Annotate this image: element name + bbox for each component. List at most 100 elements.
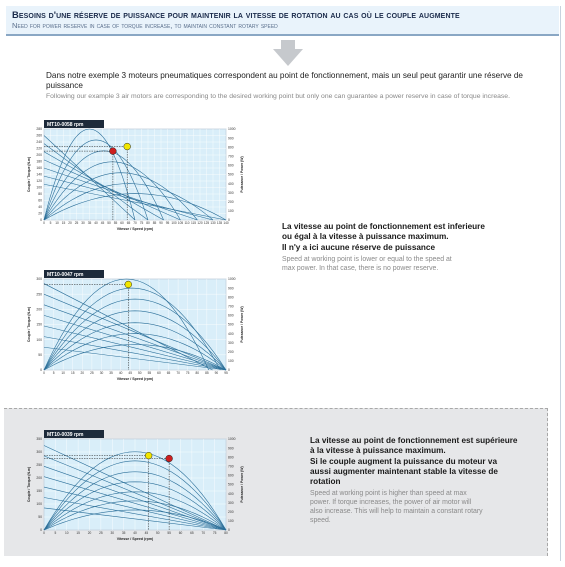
y-axis-label: Couple / Torque (N.m)	[27, 157, 31, 192]
down-arrow-icon	[273, 40, 303, 66]
power-curve	[43, 310, 227, 371]
right-divider	[560, 6, 561, 561]
torque-line	[43, 151, 164, 221]
x-tick-label: 55	[148, 371, 152, 375]
y-tick-label: 160	[36, 166, 42, 170]
y2-tick-label: 0	[228, 528, 230, 532]
x-tick-label: 5	[54, 531, 56, 535]
torque-line	[43, 159, 181, 221]
torque-line	[43, 445, 227, 531]
note1-en-line1: Speed at working point is lower or equal…	[282, 255, 452, 263]
y-tick-label: 150	[36, 323, 42, 327]
torque-line	[43, 143, 149, 221]
x-tick-label: 120	[197, 221, 203, 225]
x-tick-label: 70	[201, 531, 205, 535]
y-tick-label: 50	[38, 353, 42, 357]
y-tick-label: 100	[36, 186, 42, 190]
x-tick-label: 30	[110, 531, 114, 535]
x-tick-label: 95	[166, 221, 170, 225]
y2-tick-label: 400	[228, 182, 234, 186]
x-tick-label: 80	[195, 371, 199, 375]
x-tick-label: 35	[88, 221, 92, 225]
x-tick-label: 35	[122, 531, 126, 535]
y2-tick-label: 900	[228, 136, 234, 140]
x-tick-label: 65	[127, 221, 131, 225]
note-no-reserve: La vitesse au point de fonctionnement es…	[282, 222, 532, 274]
x-tick-label: 0	[43, 531, 45, 535]
y-tick-label: 50	[38, 515, 42, 519]
y2-tick-label: 900	[228, 286, 234, 290]
power-curve	[43, 161, 181, 221]
x-tick-label: 90	[215, 371, 219, 375]
note1-fr-line1: La vitesse au point de fonctionnement es…	[282, 222, 485, 231]
torque-line	[43, 466, 227, 531]
x-tick-label: 25	[90, 371, 94, 375]
y2-tick-label: 1000	[228, 277, 236, 281]
power-curve	[43, 322, 227, 371]
power-curve	[43, 471, 227, 531]
torque-line	[43, 486, 227, 531]
y2-tick-label: 700	[228, 155, 234, 159]
y-tick-label: 100	[36, 338, 42, 342]
chart-title: MT10-0039 rpm	[47, 432, 84, 438]
x-tick-label: 50	[107, 221, 111, 225]
y-axis-label: Couple / Torque (N.m)	[27, 467, 31, 502]
x-tick-label: 30	[100, 371, 104, 375]
y2-tick-label: 300	[228, 501, 234, 505]
page-header: Besoins d'une réserve de puissance pour …	[6, 6, 559, 36]
y2-axis-label: Puissance / Power (W)	[240, 156, 244, 192]
y2-axis-label: Puissance / Power (W)	[240, 306, 244, 342]
x-tick-label: 75	[186, 371, 190, 375]
x-tick-label: 10	[65, 531, 69, 535]
x-tick-label: 30	[81, 221, 85, 225]
chart-title-tab	[44, 120, 104, 128]
y-tick-label: 200	[36, 153, 42, 157]
power-curve	[43, 509, 227, 531]
x-tick-label: 35	[109, 371, 113, 375]
x-tick-label: 10	[61, 371, 65, 375]
power-curve	[43, 139, 149, 221]
y-tick-label: 280	[36, 127, 42, 131]
x-tick-label: 100	[171, 221, 177, 225]
y-tick-label: 100	[36, 502, 42, 506]
torque-line	[43, 476, 227, 531]
header-title-en: Need for power reserve in case of torque…	[12, 21, 278, 30]
note2-en-line4: speed.	[310, 517, 331, 525]
power-curve	[43, 128, 136, 221]
y2-tick-label: 600	[228, 164, 234, 168]
y-tick-label: 200	[36, 308, 42, 312]
y2-tick-label: 800	[228, 145, 234, 149]
x-tick-label: 60	[179, 531, 183, 535]
note1-en-line2: max power. In that case, there is no pow…	[282, 264, 439, 272]
x-tick-label: 110	[184, 221, 189, 225]
x-tick-label: 125	[204, 221, 210, 225]
x-axis-label: Vitesse / Speed (rpm)	[117, 537, 154, 541]
intro-text: Dans notre exemple 3 moteurs pneumatique…	[46, 71, 536, 101]
x-tick-label: 140	[223, 221, 229, 225]
y2-tick-label: 500	[228, 323, 234, 327]
x-tick-label: 45	[128, 371, 132, 375]
power-curve	[43, 183, 214, 221]
x-tick-label: 25	[99, 531, 103, 535]
chart-mt10-0047: MT10-0047 rpm 0 5 10 15 20 25 30 35 40 45 50 55 60 65 7…	[8, 270, 258, 395]
y2-tick-label: 800	[228, 455, 234, 459]
x-tick-label: 75	[140, 221, 144, 225]
torque-line	[43, 325, 227, 371]
x-tick-label: 55	[167, 531, 171, 535]
y-tick-label: 250	[36, 292, 42, 296]
power-curve	[43, 278, 210, 371]
y2-tick-label: 300	[228, 191, 234, 195]
power-curve	[43, 481, 227, 531]
x-tick-label: 10	[55, 221, 59, 225]
y-tick-label: 180	[36, 160, 42, 164]
y-tick-label: 80	[38, 192, 42, 196]
x-tick-label: 20	[81, 371, 85, 375]
intro-fr: Dans notre exemple 3 moteurs pneumatique…	[46, 71, 523, 90]
working-point	[124, 280, 132, 289]
x-tick-label: 85	[153, 221, 157, 225]
y-tick-label: 0	[40, 218, 42, 222]
x-tick-label: 20	[88, 531, 92, 535]
x-tick-label: 25	[75, 221, 79, 225]
y2-tick-label: 400	[228, 332, 234, 336]
x-tick-label: 80	[146, 221, 150, 225]
